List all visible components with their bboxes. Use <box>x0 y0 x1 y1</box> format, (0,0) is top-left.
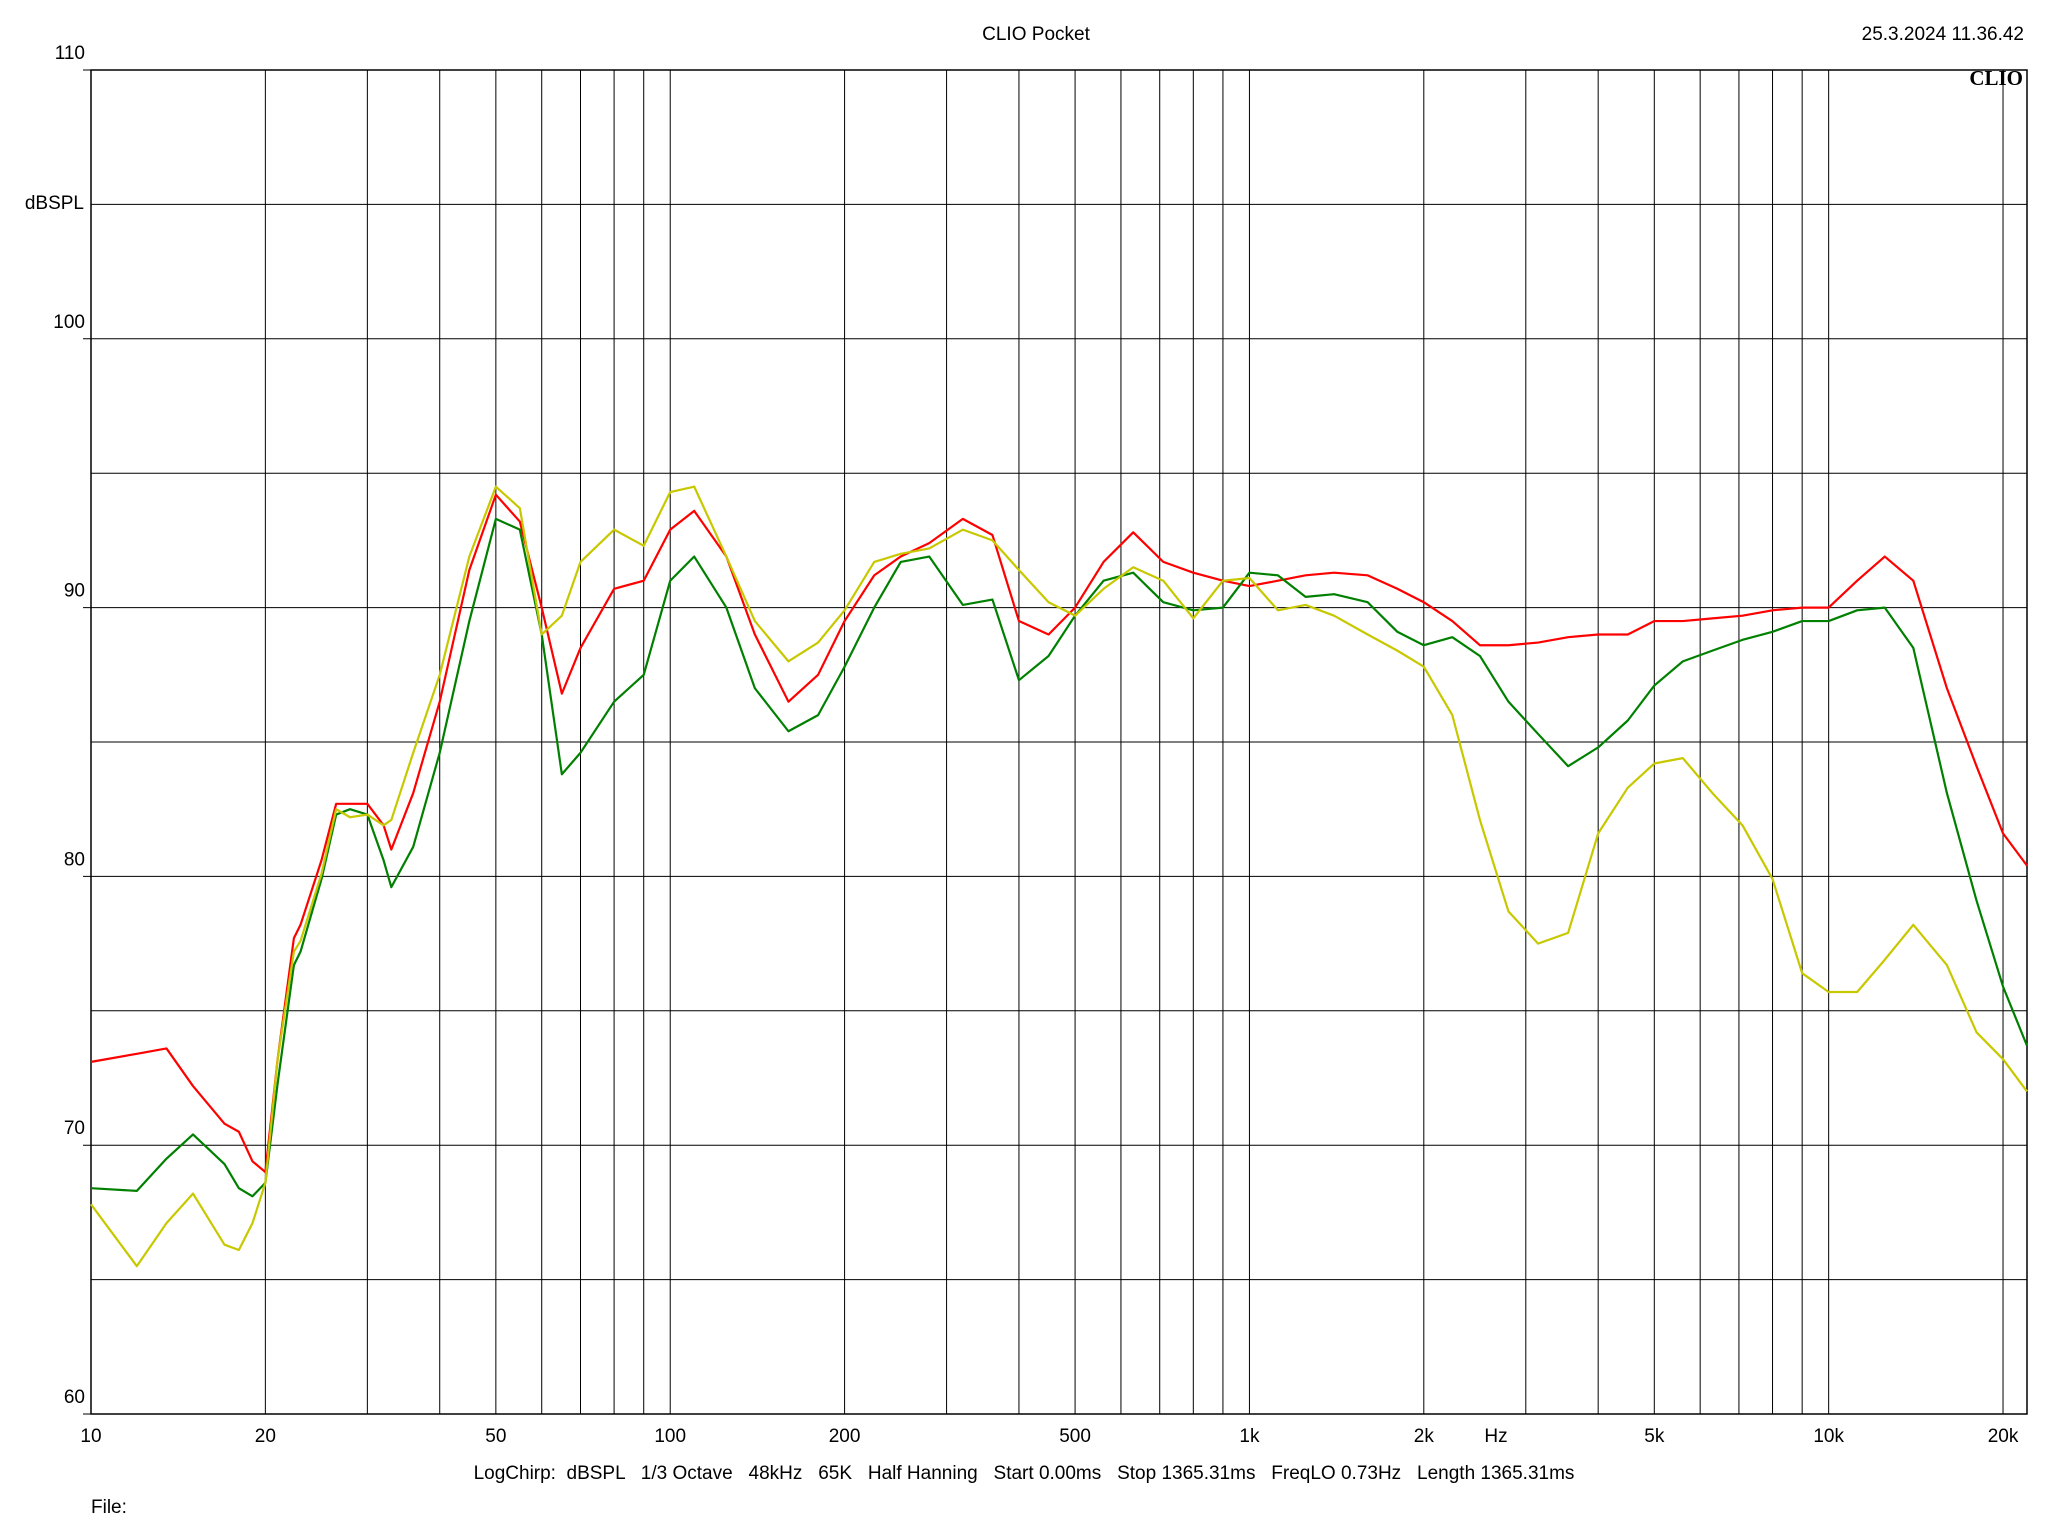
timestamp: 25.3.2024 11.36.42 <box>1862 24 2024 45</box>
x-tick-label: 20 <box>255 1426 276 1447</box>
y-tick-label: 110 <box>55 43 85 64</box>
y-tick-label: 90 <box>64 581 85 602</box>
y-axis-label: dBSPL <box>25 193 84 214</box>
x-tick-label: 1k <box>1239 1426 1260 1447</box>
series-line <box>90 517 2029 1198</box>
plot-border <box>90 69 2028 1415</box>
y-tick-label: 100 <box>53 312 85 333</box>
x-tick-label: 50 <box>485 1426 506 1447</box>
x-tick-label: 500 <box>1059 1426 1091 1447</box>
chart-title: CLIO Pocket <box>982 24 1090 45</box>
x-tick-label: 10 <box>80 1426 101 1447</box>
series-line <box>90 493 2028 1174</box>
x-axis-label: Hz <box>1484 1426 1507 1447</box>
x-tick-label: 100 <box>654 1426 686 1447</box>
logo: CLIO <box>1969 66 2023 90</box>
x-tick-label: 200 <box>829 1426 861 1447</box>
y-tick-label: 60 <box>64 1387 85 1408</box>
x-tick-label: 2k <box>1414 1426 1435 1447</box>
series-line <box>90 485 2028 1268</box>
footer: LogChirp: dBSPL 1/3 Octave 48kHz 65K Hal… <box>474 1463 1575 1484</box>
x-tick-label: 5k <box>1644 1426 1665 1447</box>
file-label: File: <box>91 1497 127 1518</box>
x-tick-label: 10k <box>1813 1426 1844 1447</box>
y-tick-label: 70 <box>64 1118 85 1139</box>
y-tick-label: 80 <box>64 849 85 870</box>
x-tick-label: 20k <box>1988 1426 2019 1447</box>
